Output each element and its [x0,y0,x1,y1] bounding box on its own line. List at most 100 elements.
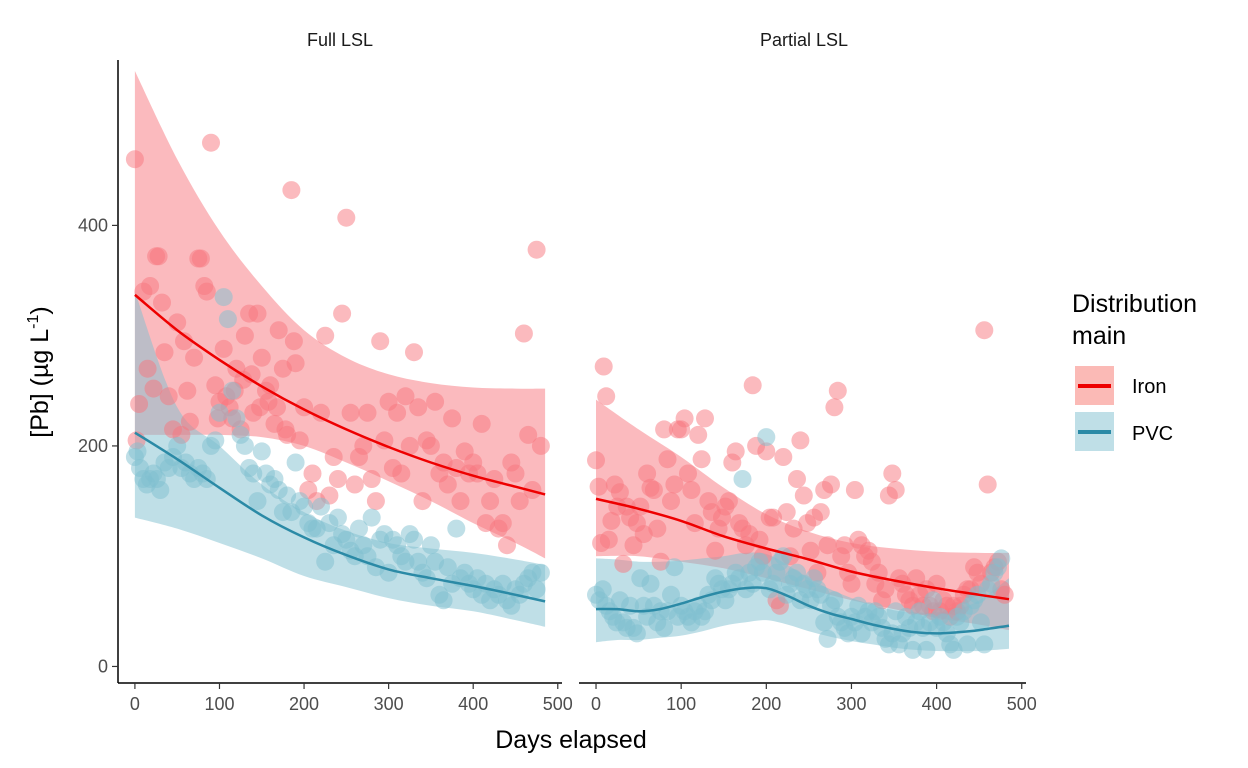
legend-title-line1: Distribution [1072,290,1197,318]
data-point-pvc [992,549,1011,568]
data-point-pvc [944,640,963,659]
x-tick-label: 300 [836,694,866,714]
data-point-iron [514,324,533,343]
data-point-iron [362,470,381,488]
x-tick-label: 0 [591,694,601,714]
data-point-iron [438,475,457,494]
y-tick-label: 0 [98,656,108,676]
x-tick-label: 400 [922,694,952,714]
data-point-iron [594,357,613,376]
data-point-iron [662,492,680,511]
data-point-iron [138,359,157,378]
data-point-pvc [975,635,994,654]
data-point-iron [252,348,271,367]
data-point-iron [396,387,415,406]
data-point-iron [409,398,428,417]
data-point-pvc [627,624,646,643]
data-point-iron [421,436,440,455]
data-point-iron [493,514,512,533]
data-point-iron [791,431,810,450]
data-point-pvc [328,508,347,527]
data-point-pvc [286,453,305,472]
data-point-iron [527,240,546,259]
data-point-pvc [223,381,242,400]
data-point-iron [822,475,840,494]
data-point-iron [345,475,364,494]
data-point-iron [206,376,225,395]
data-point-iron [602,511,621,530]
data-point-iron [689,425,708,444]
data-point-pvc [248,492,267,511]
data-point-iron [426,392,445,411]
data-point-iron [655,420,674,439]
data-point-iron [726,442,745,461]
data-point-iron [451,492,470,511]
data-point-iron [125,150,144,169]
data-point-iron [589,477,608,496]
data-point-iron [388,403,407,422]
data-point-pvc [958,635,977,654]
data-point-pvc [815,613,834,632]
data-point-iron [202,133,220,152]
data-point-iron [665,475,684,494]
data-point-pvc [527,580,546,599]
panel-full-lsl [125,71,550,627]
data-point-pvc [206,431,225,450]
data-point-iron [634,525,653,544]
data-point-iron [392,464,411,483]
panel-title-full-lsl: Full LSL [307,30,373,50]
data-point-iron [324,448,343,466]
y-axis-title-close: ) [26,306,54,314]
x-tick-label: 500 [543,694,573,714]
data-point-pvc [295,497,314,516]
data-point-iron [149,247,168,266]
data-point-pvc [168,436,187,455]
data-point-iron [679,464,697,483]
data-point-iron [358,403,377,422]
x-tick-label: 0 [130,694,140,714]
y-tick-label: 200 [78,436,108,456]
x-tick-label: 400 [458,694,488,714]
data-point-pvc [733,470,752,488]
data-point-pvc [227,409,246,428]
fit-line-pvc-full-lsl [134,431,546,603]
data-point-iron [153,293,171,312]
data-point-iron [159,387,178,406]
data-point-iron [354,436,373,455]
fit-line-iron-partial-lsl [595,497,1010,601]
data-point-iron [197,282,216,301]
data-point-iron [811,503,830,522]
data-point-pvc [438,558,457,577]
data-point-iron [818,536,837,555]
legend: Distribution main Iron PVC [1072,290,1197,451]
data-point-iron [303,464,322,483]
data-point-pvc [421,536,440,555]
y-axis-title-sup: -1 [25,315,42,329]
x-tick-label: 300 [374,694,404,714]
data-point-pvc [924,591,943,610]
data-point-iron [876,580,895,599]
data-point-iron [784,519,803,538]
data-point-iron [366,492,385,511]
data-point-pvc [235,436,254,455]
data-point-iron [290,431,309,450]
data-point-pvc [434,591,453,610]
data-point-pvc [151,481,170,499]
data-point-iron [794,486,813,505]
data-point-pvc [362,508,381,527]
data-point-pvc [971,613,990,632]
data-point-pvc [210,403,229,422]
x-tick-label: 100 [204,694,234,714]
data-point-iron [614,554,633,573]
data-point-iron [801,541,820,560]
data-point-pvc [818,629,837,648]
data-point-iron [268,398,286,417]
data-point-iron [648,519,667,538]
points-iron-partial-lsl [587,321,1014,626]
data-point-iron [788,470,806,488]
data-point-pvc [917,640,936,659]
data-point-iron [175,332,193,351]
data-point-iron [282,181,301,200]
points-iron-full-lsl [125,133,550,555]
